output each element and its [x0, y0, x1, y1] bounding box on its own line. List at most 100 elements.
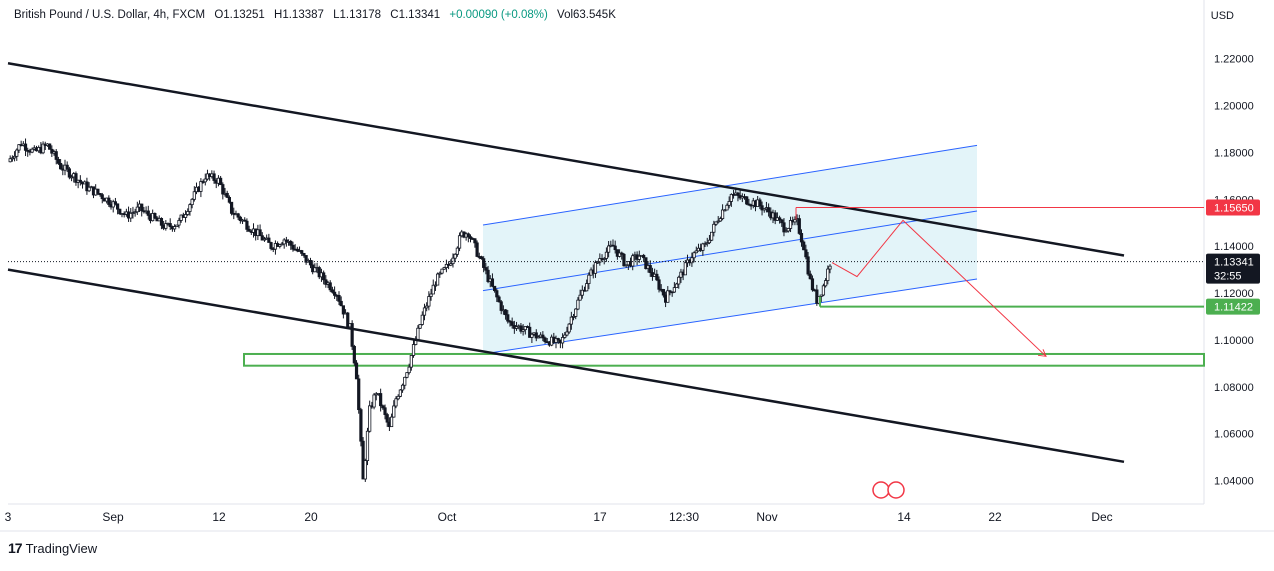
price-tick-label: 1.08000	[1214, 382, 1254, 394]
candle-body	[361, 440, 365, 480]
candle-body	[392, 405, 396, 418]
candle-body	[203, 178, 207, 183]
candle-body	[523, 326, 527, 331]
candle-body	[433, 284, 438, 287]
brand-footer[interactable]: 17 TradingView	[8, 540, 97, 556]
candle-body	[499, 301, 503, 311]
candle-body	[411, 344, 416, 356]
candle-body	[183, 214, 188, 218]
candle-body	[135, 206, 139, 213]
candle-body	[473, 238, 477, 244]
candle-body	[642, 254, 646, 259]
candle-body	[683, 262, 687, 276]
candle-body	[140, 203, 144, 212]
candle-body	[359, 409, 363, 442]
time-tick-label: 17	[593, 510, 607, 524]
candle-body	[804, 249, 808, 258]
candle-body	[442, 267, 446, 270]
time-tick-label: Nov	[756, 510, 777, 524]
candle-body	[514, 326, 519, 329]
candle-body	[493, 285, 497, 292]
candle-body	[177, 220, 181, 226]
candle-body	[291, 244, 295, 250]
candle-body	[705, 242, 709, 245]
symbol-title[interactable]: British Pound / U.S. Dollar, 4h, FXCM	[14, 9, 206, 21]
volume: Vol63.545K	[557, 9, 616, 21]
candle-body	[352, 345, 356, 364]
candle-body	[745, 196, 749, 205]
candle-body	[826, 268, 830, 281]
candle-body	[41, 143, 45, 154]
trend-channel-lower-line[interactable]	[7, 268, 1125, 464]
candle-body	[56, 159, 61, 164]
candle-body	[333, 291, 337, 296]
candle-body	[98, 193, 102, 196]
candle-body	[396, 395, 400, 400]
candle-body	[280, 243, 284, 246]
ascending-channel-upper-line[interactable]	[482, 144, 978, 226]
candle-body	[129, 212, 133, 219]
candle-body	[247, 228, 251, 232]
resistance-price-tag: 1.15650	[1214, 202, 1254, 214]
candle-body	[221, 184, 225, 195]
us-event-icon[interactable]	[872, 481, 890, 499]
candle-body	[585, 283, 589, 292]
candle-body	[363, 460, 367, 480]
candle-body	[330, 289, 335, 293]
candle-body	[12, 155, 17, 159]
projection-path[interactable]	[831, 219, 1047, 357]
candle-body	[225, 192, 229, 198]
candle-body	[357, 378, 361, 411]
candle-body	[631, 255, 635, 267]
candle-body	[164, 223, 168, 229]
candle-body	[773, 212, 777, 221]
candle-body	[661, 289, 666, 296]
candle-body	[720, 209, 725, 220]
tradingview-logo-icon: 17	[8, 540, 23, 556]
ascending-channel-middle-line[interactable]	[482, 210, 978, 292]
candle-body	[468, 236, 473, 239]
price-tick-label: 1.10000	[1214, 335, 1254, 347]
candle-body	[324, 279, 328, 285]
candle-body	[407, 366, 411, 374]
candle-body	[295, 248, 299, 252]
candle-body	[479, 256, 484, 260]
time-tick-label: 20	[304, 510, 318, 524]
candle-body	[192, 191, 196, 200]
candle-body	[760, 205, 764, 211]
candle-body	[777, 217, 782, 221]
ascending-channel-lower-line[interactable]	[482, 278, 978, 355]
uk-event-icon[interactable]	[887, 481, 905, 499]
candle-body	[475, 242, 479, 257]
candle-body	[821, 285, 826, 296]
candle-body	[354, 362, 359, 380]
candle-body	[541, 334, 545, 339]
candle-body	[674, 283, 679, 289]
candle-body	[8, 158, 12, 163]
candle-body	[383, 407, 387, 415]
currency-label[interactable]: USD	[1210, 10, 1234, 22]
candle-body	[580, 289, 584, 296]
support-zone-rect[interactable]	[243, 352, 1205, 367]
candle-body	[560, 337, 565, 344]
candle-body	[431, 284, 435, 295]
time-tick-label: 22	[988, 510, 1002, 524]
candle-body	[379, 393, 383, 407]
candle-body	[436, 273, 440, 286]
trend-channel-upper-line[interactable]	[7, 62, 1125, 257]
candle-body	[490, 278, 495, 287]
candle-body	[282, 239, 286, 245]
candle-body	[418, 324, 422, 329]
time-tick-label: 12:30	[669, 510, 699, 524]
candle-body	[308, 260, 313, 266]
candle-body	[727, 201, 731, 206]
candle-body	[729, 194, 733, 202]
candle-body	[65, 164, 69, 170]
candle-body	[199, 181, 203, 192]
candle-body	[398, 389, 402, 397]
candle-body	[694, 250, 698, 254]
candle-body	[536, 336, 541, 339]
candle-body	[227, 197, 231, 203]
